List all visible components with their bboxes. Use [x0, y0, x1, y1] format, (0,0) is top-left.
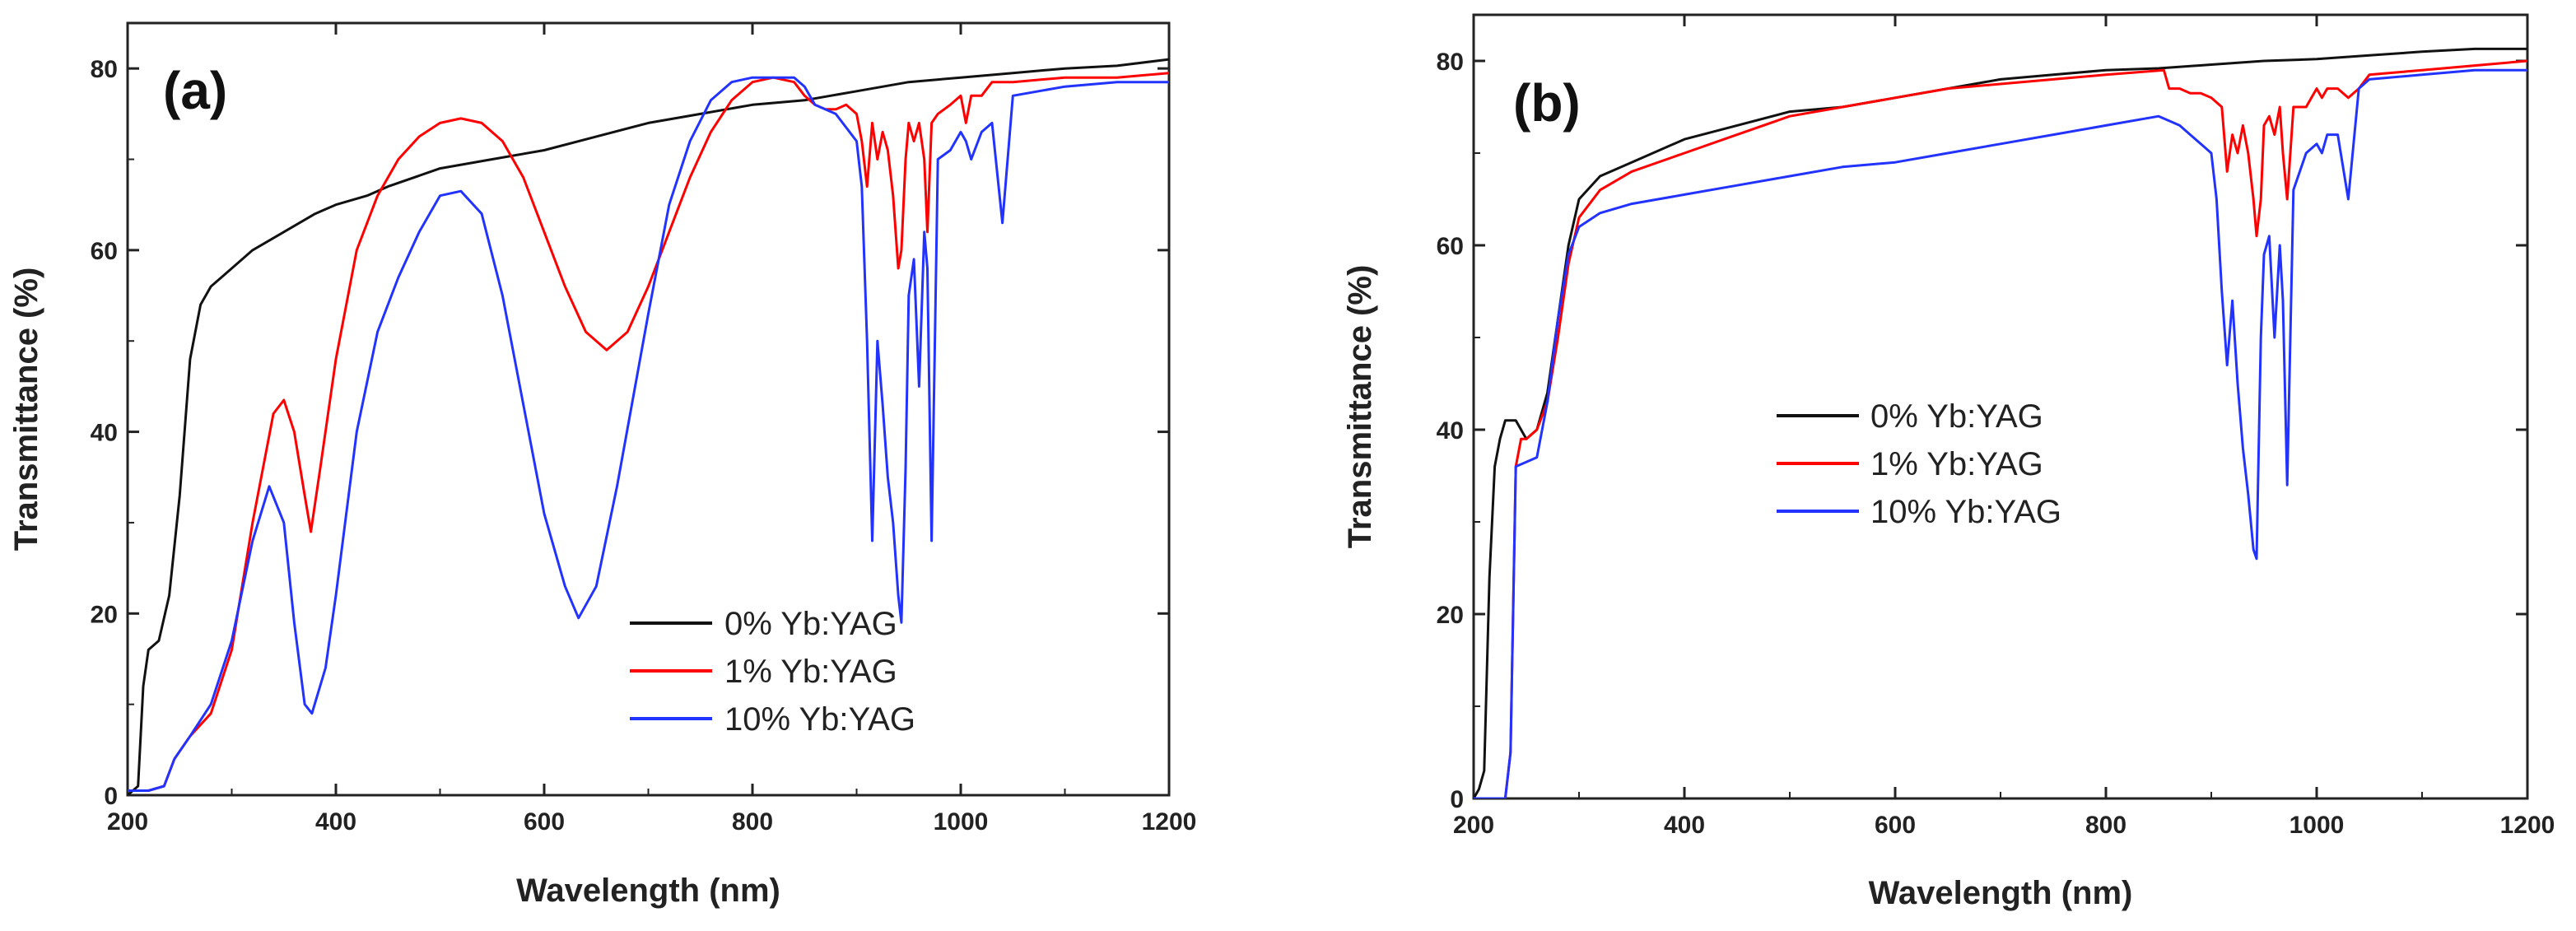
x-axis-title: Wavelength (nm)	[1869, 875, 2133, 911]
x-tick-label: 200	[107, 808, 148, 836]
y-tick-label: 80	[1437, 49, 1464, 76]
series-group	[1474, 47, 2527, 798]
x-tick-label: 400	[315, 808, 356, 836]
y-tick-label: 20	[91, 601, 118, 628]
series-line-2	[1474, 68, 2527, 798]
series-group	[128, 58, 1169, 795]
x-tick-label: 600	[1875, 812, 1916, 839]
chart-panel-1: 200 400 600 800 1000 1200 0 20 40 60 80 Wavelength …	[1342, 13, 2555, 911]
x-tick-label: 1000	[934, 808, 989, 836]
x-tick-label: 800	[2085, 812, 2126, 839]
y-axis-title: Transmittance (%)	[8, 268, 44, 552]
legend-label-2: 10% Yb:YAG	[1870, 494, 2061, 530]
y-axis-title: Transmittance (%)	[1342, 265, 1378, 549]
series-line-2	[128, 76, 1169, 792]
panel-label: (b)	[1513, 73, 1581, 133]
panel-label: (a)	[163, 61, 227, 120]
x-tick-label: 600	[524, 808, 565, 836]
x-tick-label: 800	[732, 808, 773, 836]
legend-label-1: 1% Yb:YAG	[1870, 446, 2043, 482]
legend-label-0: 0% Yb:YAG	[1870, 398, 2043, 435]
y-tick-label: 40	[91, 420, 118, 447]
x-tick-label: 1000	[2290, 812, 2345, 839]
y-tick-label: 60	[1437, 233, 1464, 260]
series-line-0	[128, 58, 1169, 795]
legend-label-2: 10% Yb:YAG	[724, 701, 915, 738]
y-tick-label: 20	[1437, 602, 1464, 629]
x-tick-label: 400	[1664, 812, 1705, 839]
x-tick-label: 1200	[1142, 808, 1197, 836]
series-line-1	[128, 72, 1169, 792]
x-tick-label: 200	[1453, 812, 1494, 839]
y-tick-label: 0	[1450, 786, 1464, 813]
x-axis-title: Wavelength (nm)	[516, 873, 780, 909]
y-tick-label: 80	[91, 56, 118, 83]
series-line-0	[1474, 47, 2527, 798]
legend-label-1: 1% Yb:YAG	[724, 654, 897, 690]
y-tick-label: 60	[91, 238, 118, 265]
chart-panel-0: 200 400 600 800 1000 1200 0 20 40 60 80 Wavelength …	[8, 21, 1197, 909]
x-tick-label: 1200	[2500, 812, 2555, 839]
series-line-1	[1474, 59, 2527, 798]
plot-frame	[126, 21, 1171, 797]
y-tick-label: 0	[104, 783, 118, 810]
legend-label-0: 0% Yb:YAG	[724, 606, 897, 642]
y-tick-label: 40	[1437, 417, 1464, 445]
